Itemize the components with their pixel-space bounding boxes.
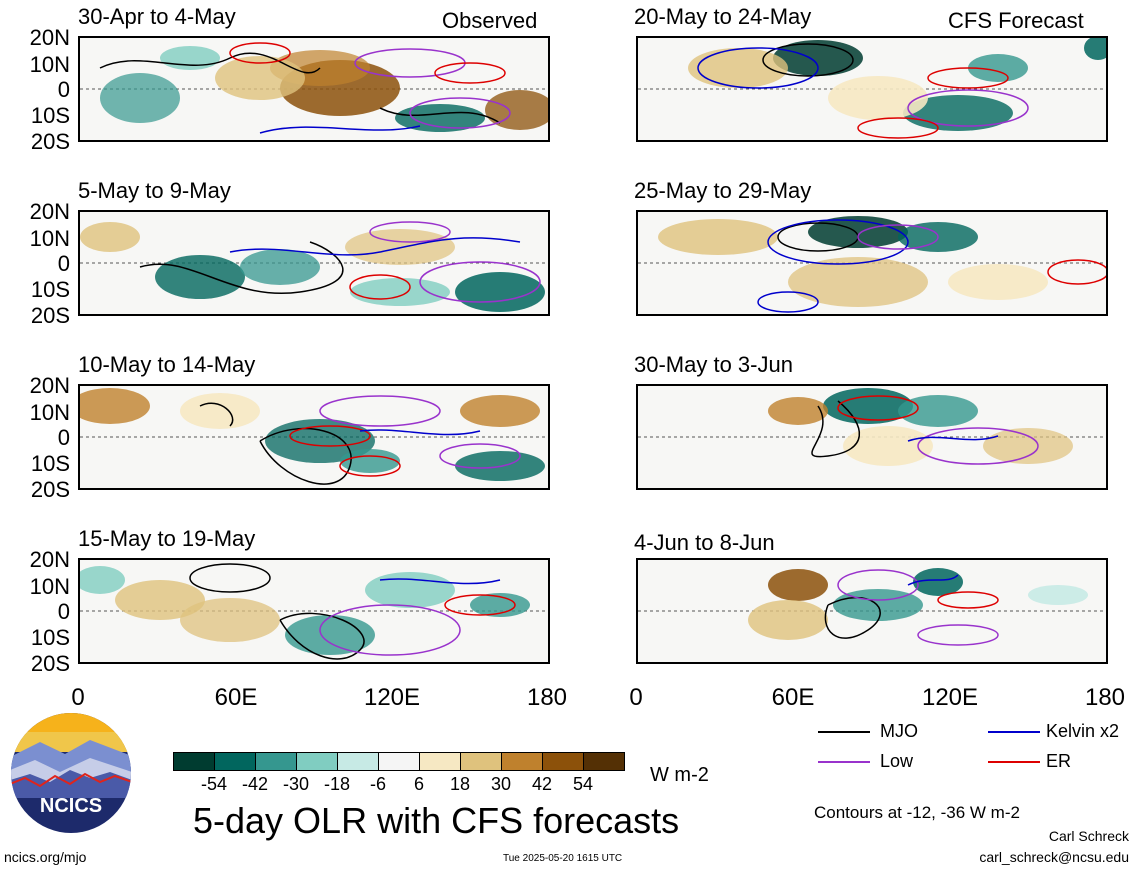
colorbar-label-7: 18 bbox=[449, 774, 471, 794]
lat-20s-left-4: 20S bbox=[30, 651, 70, 676]
olr-map-left-1 bbox=[78, 36, 550, 142]
legend-er-label: ER bbox=[1046, 751, 1072, 771]
panel-title-right-4: 4-Jun to 8-Jun bbox=[634, 530, 775, 555]
colorbar-label-3: -30 bbox=[282, 774, 310, 794]
colorbar-cell-3 bbox=[255, 752, 297, 771]
colorbar-cell-1 bbox=[173, 752, 215, 771]
lat-10s-left-2: 10S bbox=[30, 277, 70, 302]
lat-20s-left-1: 20S bbox=[30, 129, 70, 154]
author-email: carl_schreck@ncsu.edu bbox=[979, 849, 1129, 865]
lat-10n-left-3: 10N bbox=[29, 400, 70, 425]
legend-er-line bbox=[988, 761, 1040, 763]
legend-mjo-label: MJO bbox=[880, 721, 918, 741]
logo-text: NCICS bbox=[40, 795, 102, 817]
olr-map-right-4 bbox=[636, 558, 1108, 664]
lat-10n-left-1: 10N bbox=[29, 52, 70, 77]
olr-map-left-2 bbox=[78, 210, 550, 316]
lat-20n-left-2: 20N bbox=[29, 199, 70, 224]
lon-120e-right: 120E bbox=[921, 684, 979, 711]
colorbar-cell-4 bbox=[296, 752, 338, 771]
panel-title-right-2: 25-May to 29-May bbox=[634, 178, 812, 203]
lat-10s-left-1: 10S bbox=[30, 103, 70, 128]
lat-10n-left-4: 10N bbox=[29, 574, 70, 599]
timestamp: Tue 2025-05-20 1615 UTC bbox=[503, 853, 623, 864]
colorbar-cell-7 bbox=[419, 752, 461, 771]
legend-kelvin-line bbox=[988, 731, 1040, 733]
lat-eq-left-4: 0 bbox=[57, 599, 70, 624]
colorbar-cell-5 bbox=[337, 752, 379, 771]
ncics-logo: NCICS bbox=[10, 712, 132, 834]
lon-180-left: 180 bbox=[526, 684, 568, 711]
lat-10s-left-4: 10S bbox=[30, 625, 70, 650]
panel-title-left-4: 15-May to 19-May bbox=[78, 526, 256, 551]
colorbar-label-8: 30 bbox=[490, 774, 512, 794]
lat-20n-left-3: 20N bbox=[29, 373, 70, 398]
colorbar-label-2: -42 bbox=[241, 774, 269, 794]
colorbar-label-5: -6 bbox=[369, 774, 387, 794]
author-name: Carl Schreck bbox=[1048, 828, 1129, 844]
colorbar-cell-2 bbox=[214, 752, 256, 771]
olr-map-right-2 bbox=[636, 210, 1108, 316]
colorbar-label-4: -18 bbox=[323, 774, 351, 794]
main-title: 5-day OLR with CFS forecasts bbox=[193, 800, 680, 841]
legend-kelvin-label: Kelvin x2 bbox=[1046, 721, 1120, 741]
lon-60e-left: 60E bbox=[214, 684, 258, 711]
observed-label: Observed bbox=[442, 8, 538, 33]
contours-note: Contours at -12, -36 W m-2 bbox=[814, 803, 1020, 822]
colorbar-cell-6 bbox=[378, 752, 420, 771]
colorbar-cell-9 bbox=[501, 752, 543, 771]
legend-low-line bbox=[818, 761, 870, 763]
lat-eq-left-3: 0 bbox=[57, 425, 70, 450]
lon-0-left: 0 bbox=[71, 684, 85, 711]
olr-map-right-1 bbox=[636, 36, 1108, 142]
colorbar-unit: W m-2 bbox=[650, 764, 709, 786]
lat-20n-left-4: 20N bbox=[29, 547, 70, 572]
panel-title-left-2: 5-May to 9-May bbox=[78, 178, 231, 203]
lat-20s-left-3: 20S bbox=[30, 477, 70, 502]
colorbar-label-1: -54 bbox=[200, 774, 228, 794]
colorbar-label-10: 54 bbox=[572, 774, 594, 794]
lat-eq-left-1: 0 bbox=[57, 77, 70, 102]
panel-title-left-1: 30-Apr to 4-May bbox=[78, 4, 236, 29]
colorbar-cell-10 bbox=[542, 752, 584, 771]
lon-180-right: 180 bbox=[1084, 684, 1126, 711]
cfs-forecast-label: CFS Forecast bbox=[948, 8, 1084, 33]
colorbar-cell-8 bbox=[460, 752, 502, 771]
colorbar-label-6: 6 bbox=[413, 774, 425, 794]
panel-title-left-3: 10-May to 14-May bbox=[78, 352, 256, 377]
panel-title-right-1: 20-May to 24-May bbox=[634, 4, 812, 29]
lon-60e-right: 60E bbox=[771, 684, 815, 711]
colorbar-cell-11 bbox=[583, 752, 625, 771]
panel-title-right-3: 30-May to 3-Jun bbox=[634, 352, 793, 377]
lon-0-right: 0 bbox=[629, 684, 643, 711]
site-link[interactable]: ncics.org/mjo bbox=[4, 849, 87, 865]
lat-10n-left-2: 10N bbox=[29, 226, 70, 251]
olr-map-right-3 bbox=[636, 384, 1108, 490]
lon-120e-left: 120E bbox=[363, 684, 421, 711]
colorbar-label-9: 42 bbox=[531, 774, 553, 794]
lat-10s-left-3: 10S bbox=[30, 451, 70, 476]
legend-mjo-line bbox=[818, 731, 870, 733]
lat-20s-left-2: 20S bbox=[30, 303, 70, 328]
olr-map-left-3 bbox=[78, 384, 550, 490]
olr-map-left-4 bbox=[78, 558, 550, 664]
lat-eq-left-2: 0 bbox=[57, 251, 70, 276]
lat-20n-left-1: 20N bbox=[29, 25, 70, 50]
olr-colorbar bbox=[173, 752, 625, 771]
legend-low-label: Low bbox=[880, 751, 914, 771]
